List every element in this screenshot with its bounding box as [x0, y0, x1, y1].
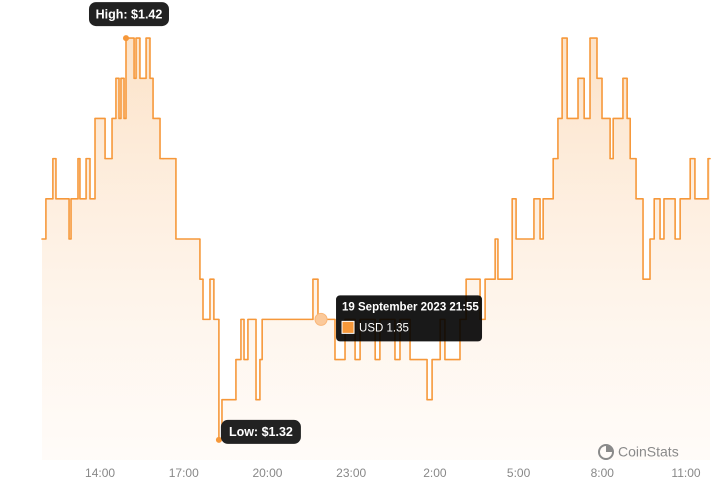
x-tick-label: 2:00 [423, 466, 447, 480]
watermark: CoinStats [598, 444, 679, 460]
tooltip-title: 19 September 2023 21:55 [342, 301, 479, 313]
x-tick-label: 11:00 [671, 466, 700, 480]
annotation-label: High: $1.42 [96, 7, 163, 21]
x-tick-label: 20:00 [252, 466, 282, 480]
watermark-text: CoinStats [618, 444, 679, 460]
x-tick-label: 23:00 [336, 466, 366, 480]
area-fill [42, 38, 710, 460]
tooltip: 19 September 2023 21:55 USD 1.35 [336, 295, 483, 342]
watermark-icon-slice [606, 445, 613, 452]
hover-point [314, 312, 328, 326]
x-tick-label: 8:00 [591, 466, 615, 480]
tooltip-value: USD 1.35 [359, 322, 409, 334]
tooltip-bg [336, 295, 483, 342]
annotation-bg [88, 2, 169, 27]
x-tick-label: 14:00 [85, 466, 115, 480]
annotation-point [122, 35, 129, 42]
tooltip-swatch [341, 320, 355, 334]
annotation-label: Low: $1.32 [229, 425, 293, 439]
annotation-bg [220, 419, 301, 444]
annotation-badge: High: $1.42 [88, 2, 169, 27]
x-tick-label: 5:00 [507, 466, 531, 480]
annotation-badge: Low: $1.32 [220, 419, 301, 444]
x-tick-label: 17:00 [169, 466, 199, 480]
annotation-point [215, 436, 222, 443]
